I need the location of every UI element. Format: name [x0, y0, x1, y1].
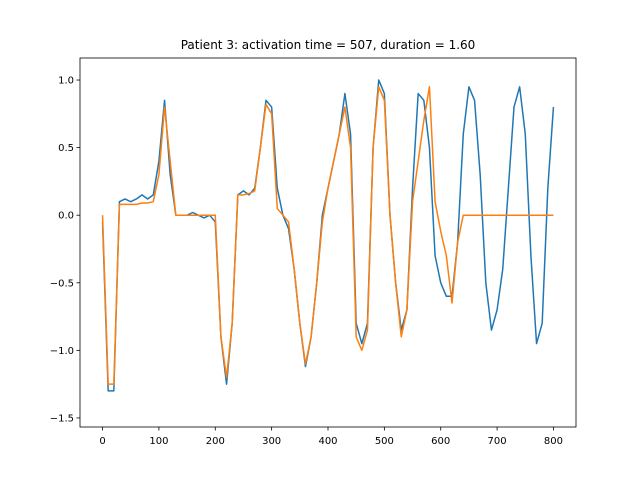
x-tick-label: 100	[149, 436, 168, 447]
x-tick-label: 0	[99, 436, 105, 447]
y-tick-label: 1.0	[58, 76, 74, 87]
chart-title: Patient 3: activation time = 507, durati…	[181, 38, 476, 52]
x-tick-label: 200	[206, 436, 225, 447]
y-tick-label: −1.5	[50, 413, 74, 424]
y-tick-label: 0.0	[58, 211, 74, 222]
x-tick-label: 600	[431, 436, 450, 447]
plot-frame	[79, 57, 577, 428]
x-tick-label: 400	[318, 436, 337, 447]
x-tick-label: 300	[262, 436, 281, 447]
y-tick-label: −1.0	[50, 346, 74, 357]
y-tick-label: −0.5	[50, 278, 74, 289]
x-tick-label: 800	[544, 436, 563, 447]
series-line	[101, 79, 555, 392]
y-tick-label: 0.5	[58, 143, 74, 154]
x-tick-label: 500	[375, 436, 394, 447]
x-tick-label: 700	[488, 436, 507, 447]
series-line	[101, 86, 554, 385]
